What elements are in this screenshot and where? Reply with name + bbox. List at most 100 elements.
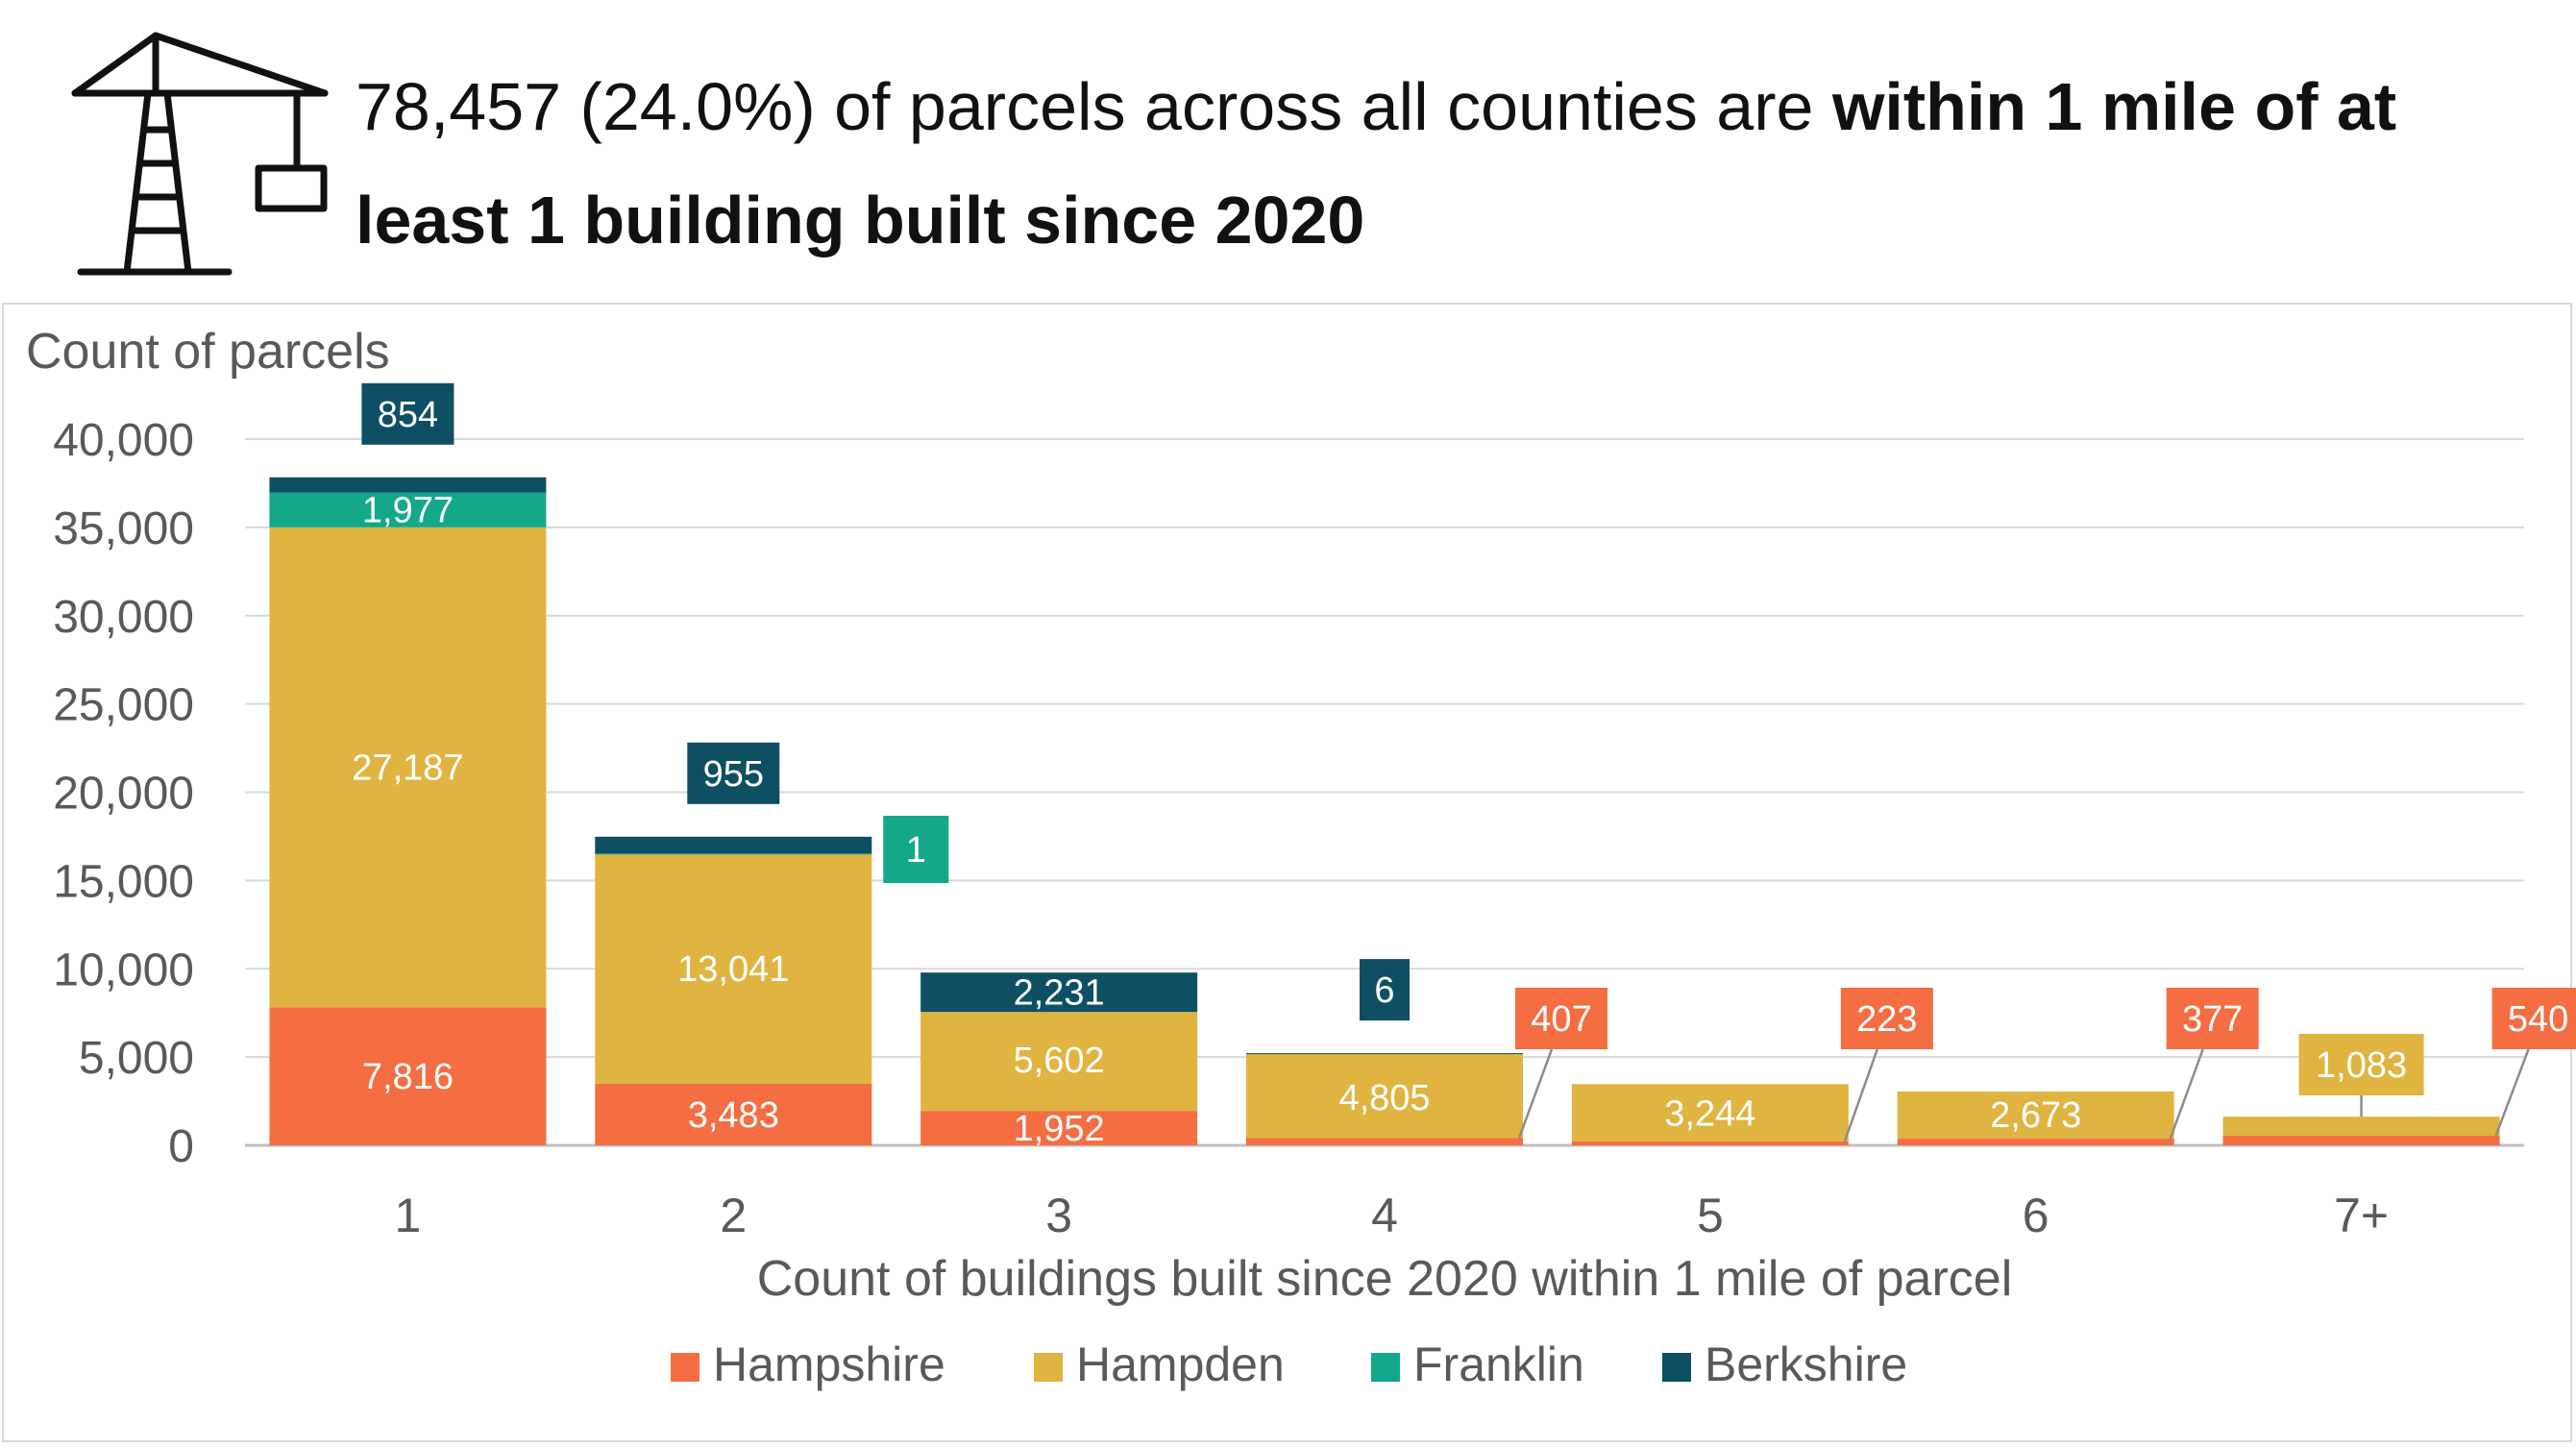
y-tick-label: 40,000 [53,415,194,466]
data-label: 1,083 [2298,1034,2424,1117]
headline-normal: 78,457 (24.0%) of parcels across all cou… [356,69,1832,144]
data-label-text: 377 [2182,999,2243,1040]
bar-hampshire [920,1111,1198,1145]
header: 78,457 (24.0%) of parcels across all cou… [0,0,2576,298]
data-label: 854 [361,382,454,445]
bar-hampshire [595,1083,872,1145]
x-tick-label: 7+ [2334,1189,2389,1242]
bar-berkshire [269,477,547,493]
bar-hampshire [1246,1138,1523,1145]
data-label: 540 [2491,988,2576,1137]
data-label-text: 3,244 [1664,1093,1755,1134]
data-label-text: 27,187 [352,749,463,789]
bars [269,477,2500,1145]
data-label: 223 [1840,988,1933,1142]
bar-berkshire [920,972,1198,1013]
leader-line [2494,1048,2530,1137]
y-tick-label: 5,000 [79,1033,194,1084]
chart-frame [2,303,2572,1442]
data-label-text: 955 [703,754,764,795]
data-label-text: 540 [2508,999,2568,1040]
bar-hampden [1246,1053,1523,1139]
bar-hampden [269,527,547,1008]
data-label-text: 223 [1856,999,1917,1040]
data-label-box [1840,988,1933,1049]
bar-hampden [1897,1091,2174,1140]
legend-swatch [671,1353,699,1382]
data-label-text: 4,805 [1338,1078,1430,1118]
headline-bold: within 1 mile of at least 1 building bui… [356,69,2397,258]
bar-hampden [595,853,872,1084]
y-axis-label: Count of parcels [26,324,390,380]
data-label-text: 7,816 [362,1057,454,1097]
data-label-text: 854 [378,395,438,435]
bar-hampshire [2222,1136,2500,1145]
data-label-box [1360,959,1410,1021]
y-tick-label: 25,000 [53,680,194,731]
y-tick-label: 20,000 [53,769,194,820]
data-label-text: 5,602 [1014,1041,1105,1081]
legend-swatch [1371,1353,1400,1382]
data-label-text: 3,483 [688,1095,779,1136]
leader-line [1517,1048,1554,1139]
data-label: 1 [883,816,949,883]
data-label-box [361,382,454,445]
legend-item-hampden: Hampden [1034,1338,1285,1391]
data-labels: 7,816 27,187 1,977 854 3,483 13,041 1 955 1,952 5… [352,382,2576,1149]
data-label-text: 2,231 [1014,973,1105,1014]
legend-label: Franklin [1413,1338,1584,1391]
data-label-box [687,742,780,804]
y-tick-label: 0 [168,1121,194,1172]
bar-hampshire [269,1007,547,1145]
x-tick-label: 5 [1697,1189,1724,1242]
data-label-text: 1,083 [2316,1045,2407,1086]
data-label-text: 1,977 [362,491,454,531]
bar-hampshire [1897,1139,2174,1145]
data-label: 377 [2166,988,2259,1140]
construction-crane-icon [71,32,329,276]
x-tick-label: 2 [720,1189,747,1242]
y-tick-label: 15,000 [53,856,194,907]
data-label-box [883,816,949,883]
y-tick-label: 10,000 [53,945,194,995]
y-tick-label: 35,000 [53,503,194,554]
data-label-box [2166,988,2259,1049]
headline: 78,457 (24.0%) of parcels across all cou… [356,50,2556,277]
data-label-box [2491,988,2576,1049]
x-tick-label: 6 [2023,1189,2049,1242]
bar-berkshire [1246,1053,1523,1055]
x-tick-label: 1 [395,1189,422,1242]
x-axis-label: Count of buildings built since 2020 with… [757,1251,2013,1307]
data-label: 407 [1515,988,1607,1139]
x-tick-label: 3 [1045,1189,1072,1242]
bar-hampshire [1571,1141,1849,1145]
bar-berkshire [595,836,872,854]
legend-item-berkshire: Berkshire [1662,1338,1907,1391]
data-label-box [2298,1034,2424,1095]
y-tick-label: 30,000 [53,592,194,643]
bar-hampden [920,1012,1198,1112]
data-label-text: 6 [1374,970,1394,1011]
bar-franklin [269,492,547,528]
legend-swatch [1034,1353,1063,1382]
data-label-text: 13,041 [677,949,789,990]
x-tick-label: 4 [1371,1189,1398,1242]
legend-label: Hampshire [713,1338,945,1391]
data-label-text: 1,952 [1014,1109,1105,1149]
legend-item-hampshire: Hampshire [671,1338,945,1391]
legend-label: Berkshire [1705,1338,1907,1391]
data-label: 6 [1360,959,1410,1021]
data-label-box [1515,988,1607,1049]
legend: Hampshire Hampden Franklin Berkshire [671,1338,1907,1391]
leader-line [1843,1048,1879,1142]
leader-line [2169,1048,2204,1140]
data-label-text: 407 [1531,999,1591,1040]
legend-swatch [1662,1353,1691,1382]
legend-item-franklin: Franklin [1371,1338,1584,1391]
bar-hampden [1571,1084,1849,1141]
bar-franklin [595,853,872,855]
bar-hampden [2222,1117,2500,1137]
x-axis-ticks: 1 2 3 4 5 6 7+ [395,1189,2390,1242]
data-label-text: 1 [906,830,926,871]
